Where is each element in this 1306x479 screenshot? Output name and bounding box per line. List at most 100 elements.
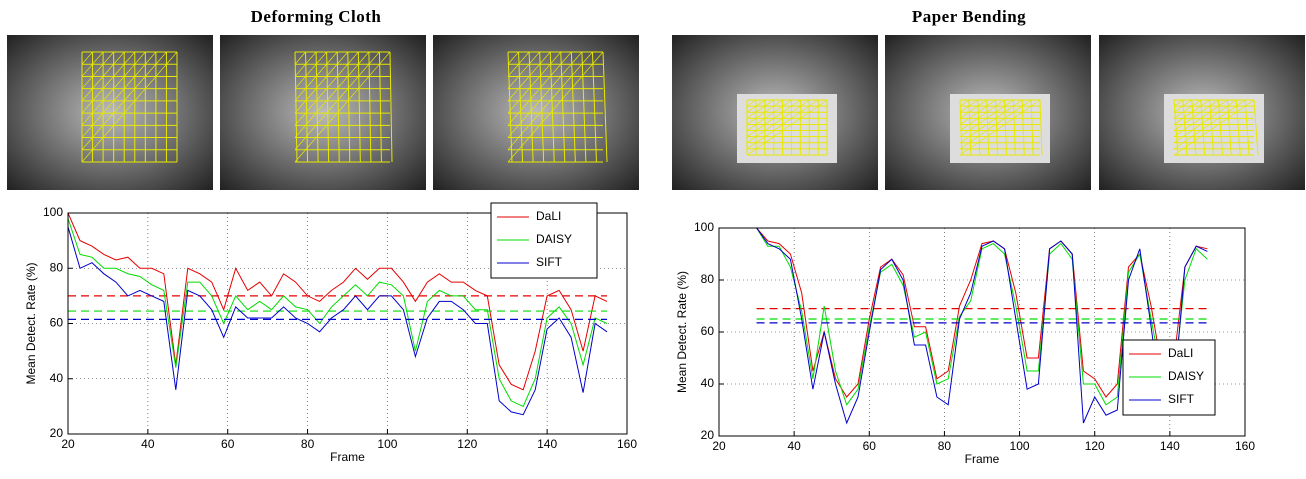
chart-title: Deforming Cloth	[251, 7, 382, 26]
mesh-line	[294, 51, 359, 126]
mesh-line	[746, 99, 828, 156]
mesh-line	[294, 51, 338, 102]
paper	[737, 94, 837, 163]
mesh-line	[1200, 99, 1206, 156]
series-line	[67, 226, 608, 416]
mesh-line	[81, 51, 136, 114]
photo	[433, 35, 639, 190]
mesh-line	[1039, 99, 1043, 156]
mesh-line	[507, 51, 604, 163]
mesh-line	[347, 51, 351, 163]
mesh-line	[315, 51, 319, 163]
y-tick-label: 20	[50, 426, 64, 440]
y-tick-label: 80	[701, 272, 715, 286]
mesh-line	[959, 99, 996, 125]
y-tick-label: 20	[701, 428, 715, 442]
y-tick-label: 100	[694, 220, 714, 234]
mesh-line	[1021, 99, 1025, 156]
mesh-line	[507, 51, 513, 163]
legend-label: SIFT	[536, 255, 563, 269]
mesh-line	[1209, 99, 1215, 156]
series-line	[67, 218, 608, 408]
mesh-line	[1244, 99, 1250, 156]
y-tick-label: 80	[50, 260, 64, 274]
mesh-line	[959, 99, 1023, 144]
mesh-line	[518, 51, 524, 163]
mesh-line	[746, 99, 757, 107]
mesh-line	[81, 51, 157, 138]
mesh-line	[1173, 99, 1201, 119]
mesh-line	[507, 51, 530, 77]
x-tick-label: 20	[61, 437, 75, 451]
x-tick-label: 40	[141, 437, 155, 451]
mesh-line	[1235, 99, 1241, 156]
mesh-line	[507, 51, 572, 126]
legend-label: DAISY	[1168, 369, 1204, 383]
mesh-line	[1173, 99, 1210, 125]
y-tick-label: 40	[50, 371, 64, 385]
mesh-line	[959, 99, 978, 113]
mesh-line	[746, 99, 792, 131]
mesh-line	[507, 51, 519, 65]
chart-title: Paper Bending	[912, 7, 1026, 26]
paper	[950, 94, 1050, 163]
mesh-line	[81, 51, 104, 77]
mesh-line	[507, 51, 583, 138]
mesh-line	[1173, 99, 1237, 144]
mesh-line	[294, 51, 327, 89]
mesh-line	[81, 51, 125, 102]
mesh-line	[507, 51, 593, 151]
x-tick-label: 120	[1085, 439, 1105, 453]
legend-label: DaLI	[536, 209, 561, 223]
mesh-line	[357, 51, 361, 163]
mesh-line	[507, 51, 551, 102]
mesh-line	[294, 51, 317, 77]
mesh-line	[1191, 99, 1197, 156]
mesh-line	[81, 51, 146, 126]
mesh-line	[1173, 99, 1246, 150]
mesh-line	[995, 99, 999, 156]
mesh-line	[570, 51, 576, 163]
x-tick-label: 60	[863, 439, 877, 453]
mesh-line	[539, 51, 545, 163]
mesh-line	[1173, 99, 1255, 156]
mesh-line	[959, 99, 1014, 137]
mesh-line	[959, 99, 987, 119]
axes-box	[67, 212, 628, 435]
x-tick-label: 60	[221, 437, 235, 451]
series-line	[67, 212, 608, 391]
series-line	[756, 227, 1208, 425]
photo	[220, 35, 426, 190]
y-axis-label: Mean Detect. Rate (%)	[675, 271, 689, 393]
series-line	[756, 227, 1208, 398]
mesh-line	[1173, 99, 1179, 156]
mesh-line	[1030, 99, 1034, 156]
x-tick-label: 160	[617, 437, 637, 451]
mesh-line	[81, 51, 178, 163]
legend-label: DAISY	[536, 232, 572, 246]
x-tick-label: 160	[1235, 439, 1255, 453]
mesh-line	[507, 51, 540, 89]
mesh-line	[294, 51, 306, 65]
mesh-line	[591, 51, 597, 163]
mesh-line	[959, 99, 1005, 131]
mesh-line	[336, 51, 340, 163]
mesh-line	[1173, 99, 1219, 131]
mesh-line	[326, 51, 330, 163]
y-axis-label: Mean Detect. Rate (%)	[24, 262, 38, 384]
x-axis-label: Frame	[330, 450, 365, 464]
mesh-line	[746, 99, 801, 137]
mesh-line	[1003, 99, 1007, 156]
mesh-line	[746, 99, 783, 125]
mesh-line	[1253, 99, 1259, 156]
x-axis-label: Frame	[965, 452, 1000, 466]
x-tick-label: 100	[1010, 439, 1030, 453]
mesh-line	[389, 51, 393, 163]
legend-label: DaLI	[1168, 346, 1193, 360]
x-tick-label: 80	[938, 439, 952, 453]
mesh-line	[294, 51, 349, 114]
mesh-line	[81, 51, 93, 65]
mesh-line	[968, 99, 972, 156]
mesh-line	[294, 51, 298, 163]
